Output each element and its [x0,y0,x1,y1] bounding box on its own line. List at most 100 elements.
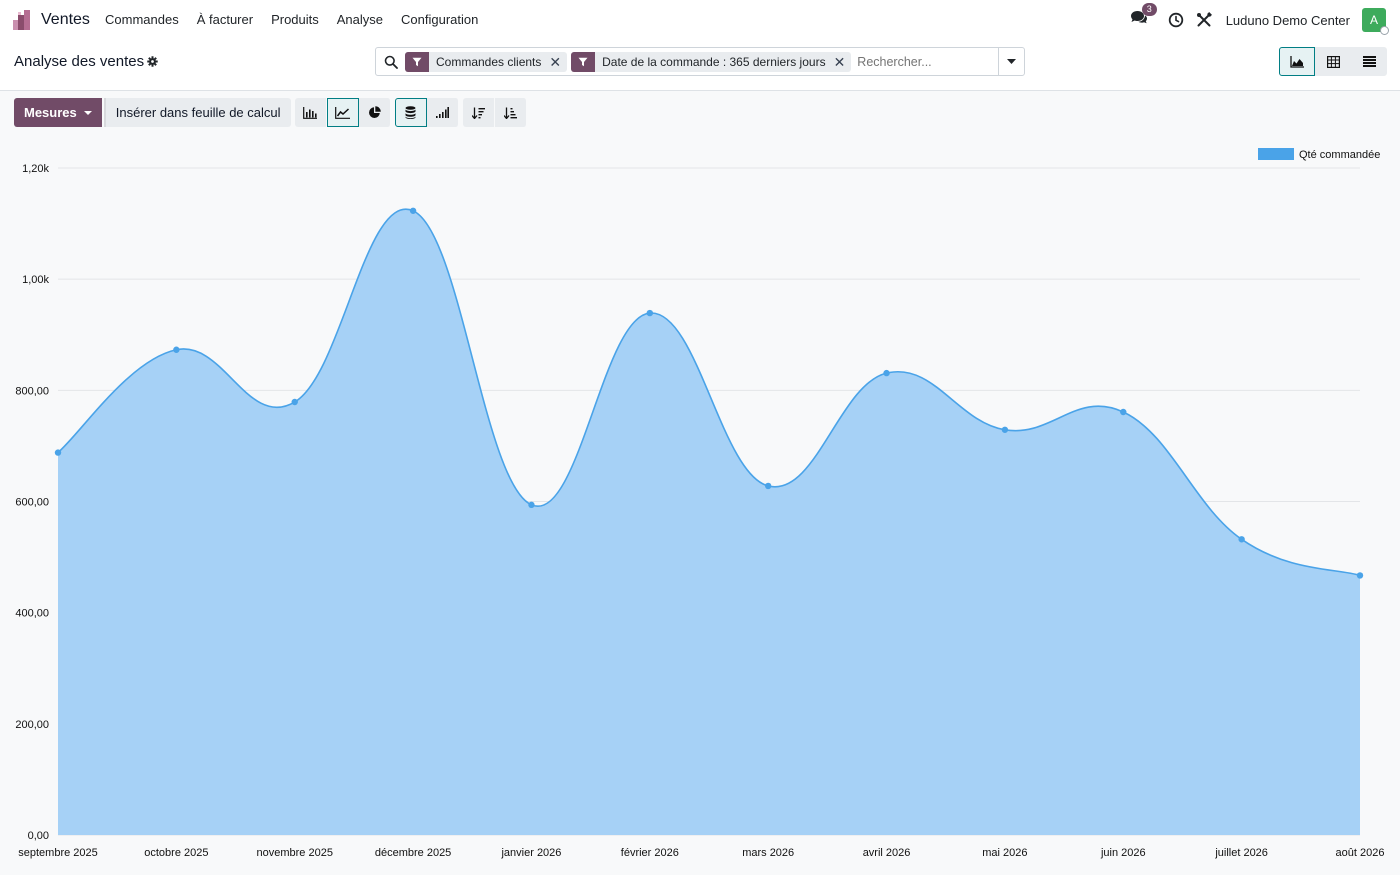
y-tick-label: 800,00 [15,385,49,397]
pie-chart-icon [368,106,381,118]
avatar-letter: A [1369,13,1378,27]
data-point[interactable] [528,501,535,509]
graph-view-button[interactable] [1279,47,1315,76]
menu-item-configuration[interactable]: Configuration [401,12,479,27]
remove-facet-button[interactable]: ✕ [549,53,562,70]
gear-icon[interactable] [147,56,158,67]
data-point[interactable] [291,398,298,406]
main-menu: Commandes À facturer Produits Analyse Co… [96,0,487,40]
x-tick-label: avril 2026 [863,847,911,859]
list-icon [1362,56,1376,67]
x-tick-label: novembre 2025 [257,847,333,859]
systray: 3 Luduno Demo Center A [1130,0,1389,40]
sort-descending-icon [471,107,485,119]
data-point[interactable] [1356,572,1364,579]
graph-view-content: Mesures Insérer dans feuille de calcul [0,91,1400,875]
graph-toolbar: Mesures Insérer dans feuille de calcul [14,98,527,127]
bar-chart-icon [303,106,318,119]
area-chart: 0,00 200,00 400,00 600,00 800,00 1,00k 1,20k s… [15,148,1385,859]
x-tick-label: février 2026 [621,847,679,859]
y-tick-label: 1,20k [22,163,49,175]
list-view-button[interactable] [1351,47,1387,76]
menu-item-a-facturer[interactable]: À facturer [196,12,254,27]
clock-icon[interactable] [1168,12,1184,28]
chart-legend[interactable]: Qté commandée [1258,148,1380,161]
pivot-view-button[interactable] [1315,47,1351,76]
filter-icon [405,51,429,72]
filter-icon [571,51,596,72]
cumulative-toggle-button[interactable] [426,98,459,127]
area-chart-icon [1290,55,1304,68]
stack-group [394,98,459,127]
sort-ascending-icon [503,107,517,119]
y-tick-label: 600,00 [15,497,49,509]
menu-item-analyse[interactable]: Analyse [336,12,384,27]
filter-facet-label: Commandes clients [436,54,542,69]
tools-icon[interactable] [1196,12,1212,28]
sort-descending-button[interactable] [462,98,495,127]
y-tick-label: 200,00 [15,719,49,731]
database-icon [405,106,416,119]
app-name[interactable]: Ventes [41,11,90,28]
top-navbar: Ventes Commandes À facturer Produits Ana… [0,0,1400,40]
x-tick-label: juin 2026 [1100,847,1146,859]
measures-dropdown-button[interactable]: Mesures [14,98,102,127]
x-tick-label: janvier 2026 [500,847,561,859]
remove-facet-button[interactable]: ✕ [833,53,846,70]
table-icon [1326,55,1340,68]
control-panel: Analyse des ventes Commandes clients ✕ [0,40,1400,91]
insert-spreadsheet-label: Insérer dans feuille de calcul [115,105,281,120]
measures-label: Mesures [24,105,77,120]
search-options-toggle[interactable] [998,48,1024,75]
legend-label: Qté commandée [1299,149,1380,161]
chart-type-group [294,98,391,127]
data-point[interactable] [646,309,654,317]
y-tick-label: 0,00 [28,830,49,842]
data-point[interactable] [1120,408,1127,416]
user-avatar[interactable]: A [1362,8,1389,35]
sort-ascending-button[interactable] [494,98,527,127]
caret-down-icon [83,110,92,115]
chat-count-badge: 3 [1141,3,1157,16]
data-point[interactable] [764,482,772,490]
search-input[interactable] [857,54,998,69]
line-chart-icon [335,106,351,119]
line-chart-button[interactable] [326,98,359,127]
presence-status-icon [1380,26,1389,35]
x-tick-label: août 2026 [1336,847,1385,859]
x-tick-label: décembre 2025 [375,847,451,859]
filter-facet-label: Date de la commande : 365 derniers jours [602,54,826,69]
search-icon[interactable] [384,55,398,69]
sales-app-icon[interactable] [12,9,34,31]
x-tick-label: mai 2026 [982,847,1027,859]
sort-group [462,98,527,127]
x-tick-label: octobre 2025 [144,847,208,859]
bar-chart-button[interactable] [294,98,327,127]
stacked-toggle-button[interactable] [394,98,427,127]
data-point[interactable] [173,346,180,353]
menu-item-produits[interactable]: Produits [271,12,319,27]
data-point[interactable] [1238,536,1245,543]
signal-bars-icon [435,107,449,118]
chat-icon [1130,11,1147,24]
caret-down-icon [1007,59,1016,64]
company-switcher[interactable]: Luduno Demo Center [1225,12,1350,28]
data-point[interactable] [54,449,62,456]
menu-item-commandes[interactable]: Commandes [105,12,179,27]
data-point[interactable] [883,369,890,377]
filter-facet-date: Date de la commande : 365 derniers jours… [571,51,852,72]
y-tick-label: 400,00 [15,608,49,620]
series-area [58,209,1360,835]
view-switcher [1279,47,1387,76]
data-point[interactable] [1001,426,1009,433]
legend-swatch [1258,148,1294,160]
data-point[interactable] [409,207,417,214]
search-bar: Commandes clients ✕ Date de la commande … [375,47,1025,76]
x-tick-label: juillet 2026 [1214,847,1268,859]
x-tick-label: septembre 2025 [18,847,98,859]
page-title: Analyse des ventes [14,53,145,70]
insert-spreadsheet-button[interactable]: Insérer dans feuille de calcul [103,98,291,127]
messaging-button[interactable]: 3 [1130,3,1157,30]
pie-chart-button[interactable] [358,98,391,127]
x-tick-label: mars 2026 [742,847,794,859]
